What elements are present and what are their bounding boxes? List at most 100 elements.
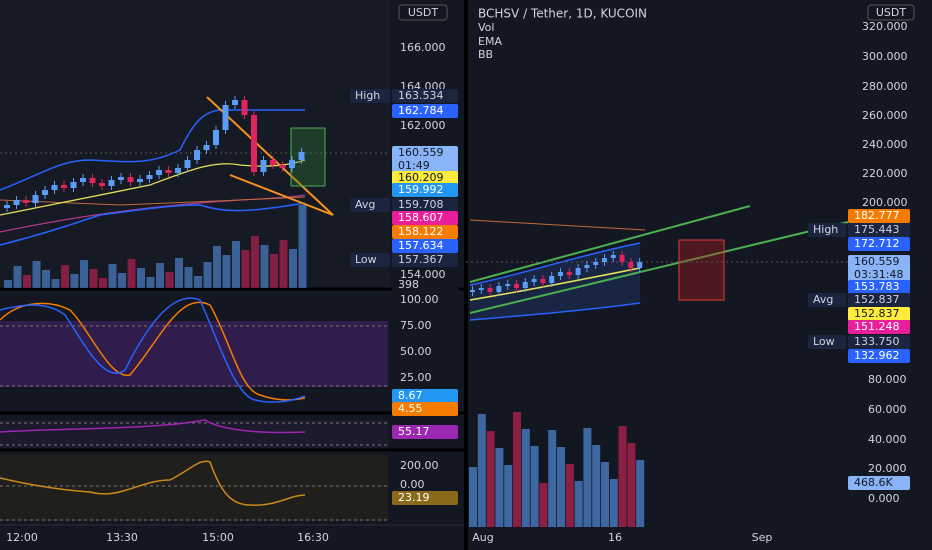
volume-bar (609, 479, 618, 527)
volume-bar (61, 265, 69, 288)
price-badge (392, 225, 458, 239)
price-badge (392, 146, 458, 173)
candle (470, 290, 475, 292)
candle (175, 168, 181, 173)
rsi-line (0, 419, 306, 434)
price-axis-label: 300.000 (862, 50, 908, 63)
price-badge-label: 468.6K (854, 476, 893, 489)
volume-bar (521, 429, 530, 527)
candle (222, 105, 229, 130)
candle (118, 177, 124, 180)
price-badge (848, 223, 910, 237)
volume-bar (601, 462, 609, 527)
price-badge (392, 239, 458, 253)
trend-line (469, 221, 849, 314)
price-axis-label: 50.00 (400, 345, 432, 358)
price-axis-label: 80.000 (868, 373, 907, 386)
stoch-d (0, 301, 306, 401)
cci-line (0, 460, 306, 506)
price-axis-label: 40.000 (868, 433, 907, 446)
price-badge (392, 491, 458, 505)
candle (213, 130, 219, 145)
volume-bar (232, 241, 240, 288)
indicator-name: Vol (478, 21, 494, 34)
candle (241, 100, 248, 115)
candle (602, 258, 607, 262)
candle (156, 170, 162, 175)
volume-bar (298, 205, 307, 288)
price-axis-label: 240.000 (862, 138, 908, 151)
volume-bar (574, 481, 583, 527)
volume-bar (627, 443, 636, 527)
candle (232, 100, 238, 105)
volume-bar (270, 254, 278, 288)
target-box (678, 239, 725, 301)
candle (549, 276, 555, 283)
price-badge-label: 153.783 (854, 280, 900, 293)
label-badge (808, 335, 846, 349)
price-badge-label: 132.962 (854, 349, 900, 362)
price-badge (392, 402, 458, 416)
ema-line (0, 159, 306, 216)
candle (270, 160, 276, 165)
candle (522, 282, 528, 288)
volume-bar (241, 250, 250, 288)
volume-bar (251, 236, 259, 288)
candle (42, 190, 48, 195)
time-axis-label: 15:00 (202, 531, 234, 544)
left-main-pane (0, 0, 390, 288)
price-badge (392, 198, 458, 212)
volume-bar (70, 274, 79, 288)
price-badge-label: 157.634 (398, 239, 444, 252)
volume-bar (89, 269, 98, 288)
volume-bar (618, 426, 627, 527)
price-badge-label: 23.19 (398, 491, 430, 504)
price-axis-label: 154.000 (400, 268, 446, 281)
volume-bar (165, 272, 174, 288)
indicator-name: EMA (478, 35, 502, 48)
label-badge-text: Avg (813, 293, 833, 306)
currency-label: USDT (408, 6, 439, 19)
volume-bar (539, 483, 548, 527)
label-badge (350, 198, 390, 212)
price-badge (392, 211, 458, 225)
candle (23, 200, 29, 203)
price-axis-label: 60.000 (868, 403, 907, 416)
price-badge-label: 133.750 (854, 335, 900, 348)
volume-bar (486, 431, 495, 527)
candle (637, 262, 643, 268)
time-axis-label: 13:30 (106, 531, 138, 544)
candle (540, 279, 546, 283)
price-badge (392, 89, 458, 103)
ema-line (469, 219, 646, 231)
volume-bar (99, 278, 107, 288)
volume-bar (108, 264, 117, 288)
price-axis-label: 200.000 (862, 196, 908, 209)
candle (558, 272, 563, 276)
price-badge (392, 253, 458, 267)
candle (279, 165, 286, 168)
price-axis-label: 100.00 (400, 293, 439, 306)
price-axis-label: 260.000 (862, 109, 908, 122)
candle (89, 178, 96, 183)
candle (203, 145, 210, 150)
label-badge-text: Low (355, 253, 377, 266)
candle (566, 272, 572, 275)
time-axis-label: 16 (608, 531, 622, 544)
price-axis-label: 0.000 (868, 492, 900, 505)
volume-bar (222, 255, 231, 288)
candle (496, 286, 502, 292)
price-badge-label: 158.122 (398, 225, 444, 238)
price-axis-label: 200.00 (400, 459, 439, 472)
candle (146, 175, 153, 179)
volume-bar (213, 246, 221, 288)
volume-bar (469, 467, 477, 527)
price-badge-label: 8.67 (398, 389, 423, 402)
price-badge-label: 160.209 (398, 171, 444, 184)
price-axis-label: 280.000 (862, 80, 908, 93)
label-badge (808, 223, 846, 237)
price-badge (848, 293, 910, 307)
volume-bar (477, 414, 486, 527)
price-badge-label: 158.607 (398, 211, 444, 224)
candle (610, 255, 616, 258)
